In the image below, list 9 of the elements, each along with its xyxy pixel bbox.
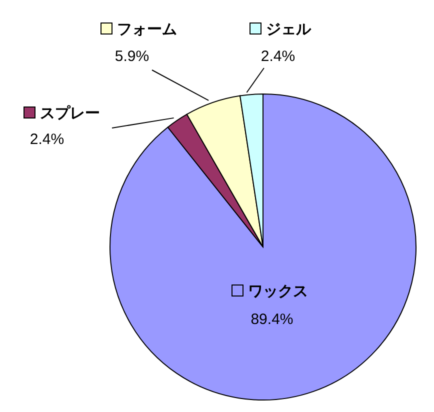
legend-label: スプレー [40, 104, 100, 122]
pie-slice [110, 94, 416, 400]
legend-label: ワックス [248, 282, 308, 300]
data-label: 2.4% [260, 48, 296, 65]
data-label: 5.9% [114, 48, 150, 65]
legend-label: ジェル [266, 20, 312, 38]
data-label: 89.4% [250, 311, 294, 328]
legend-label: フォーム [117, 20, 177, 38]
data-label: 2.4% [30, 131, 64, 148]
